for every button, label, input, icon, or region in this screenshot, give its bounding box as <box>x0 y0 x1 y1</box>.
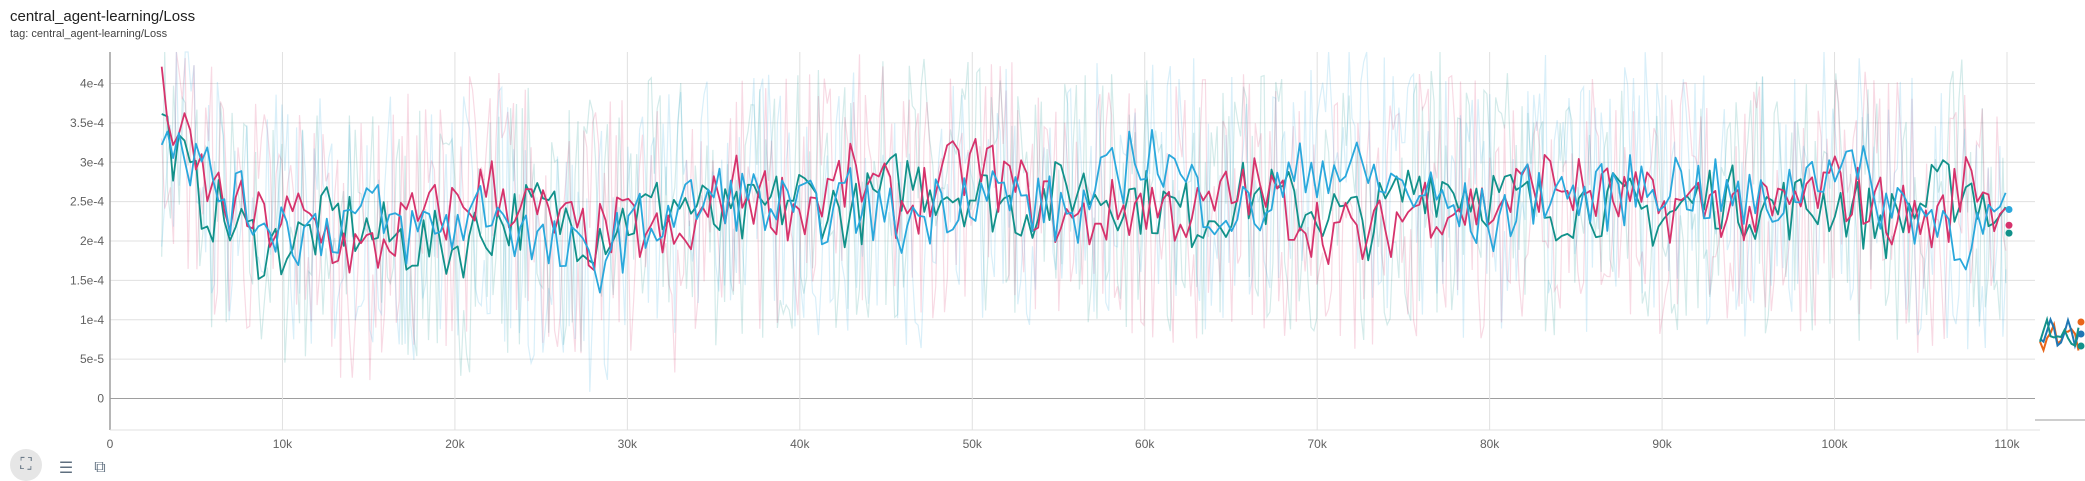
tick-label-layer: 0 5e-5 1e-4 1.5e-4 2e-4 2.5e-4 3e-4 3.5e-4 4e-4 0… <box>70 77 2021 451</box>
series-layer <box>160 66 2013 294</box>
mini-series-line <box>2039 316 2080 350</box>
series-line <box>160 128 2007 294</box>
grid-layer <box>109 52 2040 430</box>
y-tick-label: 5e-5 <box>80 352 104 366</box>
mini-end-point <box>2077 318 2085 326</box>
series-end-point <box>2005 229 2013 237</box>
raw-series-line <box>161 51 2007 376</box>
x-tick-label: 110k <box>1994 437 2020 450</box>
series-end-point <box>2005 206 2013 213</box>
menu-lines-icon[interactable]: ☰ <box>58 460 74 477</box>
mini-end-point <box>2077 330 2085 338</box>
mini-end-point <box>2077 342 2085 350</box>
chart-tag: tag: central_agent-learning/Loss <box>10 28 168 40</box>
x-tick-label: 30k <box>618 437 638 450</box>
x-tick-label: 50k <box>963 437 983 450</box>
series-end-point <box>2005 221 2013 229</box>
y-tick-label: 4e-4 <box>80 77 104 91</box>
chart-toolbar: ⛶ ☰ ⧉ <box>10 449 110 481</box>
x-tick-label: 70k <box>1308 437 1328 450</box>
x-tick-label: 90k <box>1652 437 1672 450</box>
loss-chart[interactable]: 0 5e-5 1e-4 1.5e-4 2e-4 2.5e-4 3e-4 3.5e-4 4e-4 0… <box>0 0 2085 450</box>
raw-series-layer <box>161 51 2007 392</box>
x-tick-label: 80k <box>1480 437 1500 450</box>
raw-series-line <box>161 51 2007 381</box>
y-tick-label: 1.5e-4 <box>70 273 104 287</box>
chart-title: central_agent-learning/Loss <box>10 8 196 25</box>
x-tick-label: 20k <box>445 437 465 450</box>
y-tick-label: 2.5e-4 <box>70 195 104 209</box>
x-tick-label: 60k <box>1135 437 1155 450</box>
y-tick-label: 3e-4 <box>80 155 104 169</box>
x-tick-label: 100k <box>1822 437 1849 450</box>
x-tick-label: 10k <box>273 437 293 450</box>
y-tick-label: 3.5e-4 <box>70 116 104 130</box>
x-tick-label: 0 <box>107 437 114 450</box>
raw-series-line <box>161 51 2007 392</box>
mini-series-line <box>2039 315 2080 347</box>
y-tick-label: 2e-4 <box>80 234 104 248</box>
y-tick-label: 0 <box>97 392 104 406</box>
zoom-box-icon[interactable]: ⧉ <box>94 459 106 476</box>
mini-preview <box>2035 52 2085 421</box>
x-tick-label: 40k <box>790 437 810 450</box>
fit-screen-icon[interactable]: ⛶ <box>10 449 42 481</box>
y-tick-label: 1e-4 <box>80 313 104 327</box>
mini-preview-bg <box>2035 52 2085 420</box>
